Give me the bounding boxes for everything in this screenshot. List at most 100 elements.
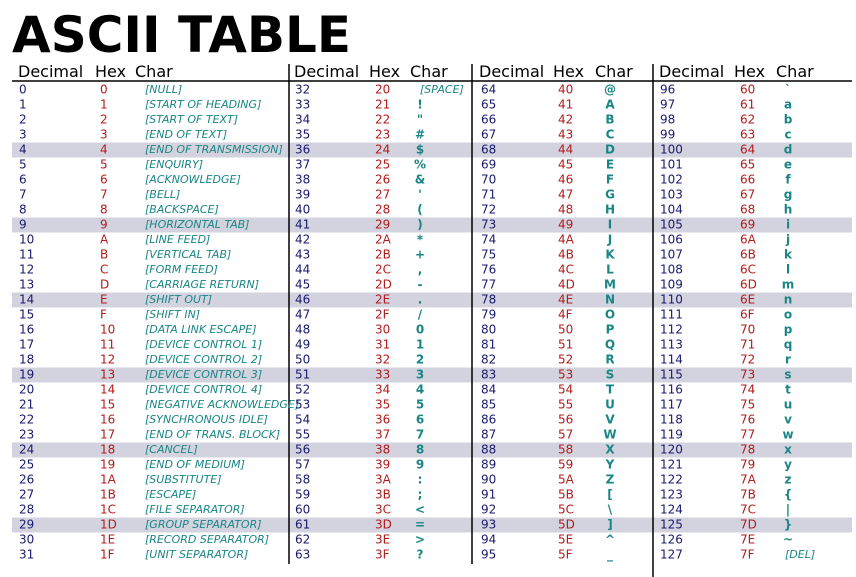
decimal: 49 — [295, 338, 310, 352]
hex: 6A — [740, 233, 757, 247]
decimal: 76 — [481, 263, 496, 277]
hex: 4 — [100, 143, 108, 157]
decimal: 71 — [481, 188, 496, 202]
row-shade — [12, 517, 852, 533]
hex: 3 — [100, 128, 108, 142]
char: ; — [418, 488, 423, 502]
decimal: 56 — [295, 443, 310, 457]
char: O — [605, 308, 615, 322]
decimal: 60 — [295, 503, 310, 517]
hex: 79 — [740, 458, 755, 472]
row-shade — [12, 217, 852, 233]
hex: 18 — [100, 443, 115, 457]
hex: 6F — [740, 308, 755, 322]
column-header: Hex — [369, 62, 400, 81]
decimal: 51 — [295, 368, 310, 382]
hex: 2E — [375, 293, 390, 307]
hex: 5C — [558, 503, 574, 517]
char: v — [784, 413, 792, 427]
decimal: 92 — [481, 503, 496, 517]
char: [RECORD SEPARATOR] — [145, 533, 269, 546]
hex: 5 — [100, 158, 108, 172]
decimal: 23 — [19, 428, 34, 442]
decimal: 48 — [295, 323, 310, 337]
decimal: 57 — [295, 458, 310, 472]
char: [END OF TRANSMISSION] — [145, 143, 283, 156]
char: \ — [608, 503, 613, 517]
decimal: 25 — [19, 458, 34, 472]
hex: F — [100, 308, 107, 322]
hex: 3A — [375, 473, 392, 487]
char: : — [418, 473, 423, 487]
char: _ — [607, 548, 613, 563]
char: ! — [417, 98, 422, 112]
hex: 51 — [558, 338, 573, 352]
decimal: 120 — [660, 443, 683, 457]
decimal: 50 — [295, 353, 310, 367]
decimal: 80 — [481, 323, 496, 337]
decimal: 9 — [19, 218, 27, 232]
column-header: Decimal — [479, 62, 544, 81]
char: [UNIT SEPARATOR] — [145, 548, 248, 561]
hex: 41 — [558, 98, 573, 112]
char: J — [607, 233, 612, 247]
hex: 25 — [375, 158, 390, 172]
decimal: 83 — [481, 368, 496, 382]
hex: 3C — [375, 503, 391, 517]
decimal: 85 — [481, 398, 496, 412]
decimal: 77 — [481, 278, 496, 292]
char: [SYNCHRONOUS IDLE] — [145, 413, 268, 426]
hex: 50 — [558, 323, 573, 337]
char: [DEVICE CONTROL 2] — [145, 353, 262, 366]
decimal: 64 — [481, 83, 496, 97]
char: E — [606, 158, 614, 172]
hex: 11 — [100, 338, 115, 352]
hex: 13 — [100, 368, 115, 382]
hex: 1B — [100, 488, 116, 502]
char: h — [784, 203, 793, 217]
char: V — [605, 413, 615, 427]
decimal: 31 — [19, 548, 34, 562]
char: P — [606, 323, 615, 337]
row-shade — [12, 292, 852, 308]
hex: 4D — [558, 278, 575, 292]
decimal: 97 — [660, 98, 675, 112]
char: p — [784, 323, 793, 337]
hex: D — [100, 278, 109, 292]
char: < — [415, 503, 425, 517]
char: W — [603, 428, 616, 442]
char: j — [785, 233, 790, 247]
decimal: 8 — [19, 203, 27, 217]
char: ~ — [783, 533, 793, 547]
char: M — [604, 278, 616, 292]
char: # — [415, 128, 425, 142]
decimal: 6 — [19, 173, 27, 187]
decimal: 87 — [481, 428, 496, 442]
char: [SHIFT IN] — [145, 308, 200, 321]
hex: 62 — [740, 113, 755, 127]
hex: 5A — [558, 473, 575, 487]
decimal: 5 — [19, 158, 27, 172]
decimal: 103 — [660, 188, 683, 202]
char: [END OF MEDIUM] — [145, 458, 245, 471]
char: > — [415, 533, 425, 547]
hex: 61 — [740, 98, 755, 112]
hex: 1 — [100, 98, 108, 112]
char: ( — [417, 203, 422, 217]
decimal: 13 — [19, 278, 34, 292]
hex: 6 — [100, 173, 108, 187]
char: d — [784, 143, 793, 157]
char: o — [784, 308, 792, 322]
char: X — [605, 443, 615, 457]
char: ^ — [605, 533, 615, 547]
hex: 2F — [375, 308, 390, 322]
row-shade — [12, 367, 852, 383]
decimal: 28 — [19, 503, 34, 517]
char: [FILE SEPARATOR] — [145, 503, 245, 516]
decimal: 15 — [19, 308, 34, 322]
hex: 4C — [558, 263, 574, 277]
char: n — [784, 293, 793, 307]
decimal: 114 — [660, 353, 683, 367]
decimal: 100 — [660, 143, 683, 157]
hex: 7B — [740, 488, 756, 502]
